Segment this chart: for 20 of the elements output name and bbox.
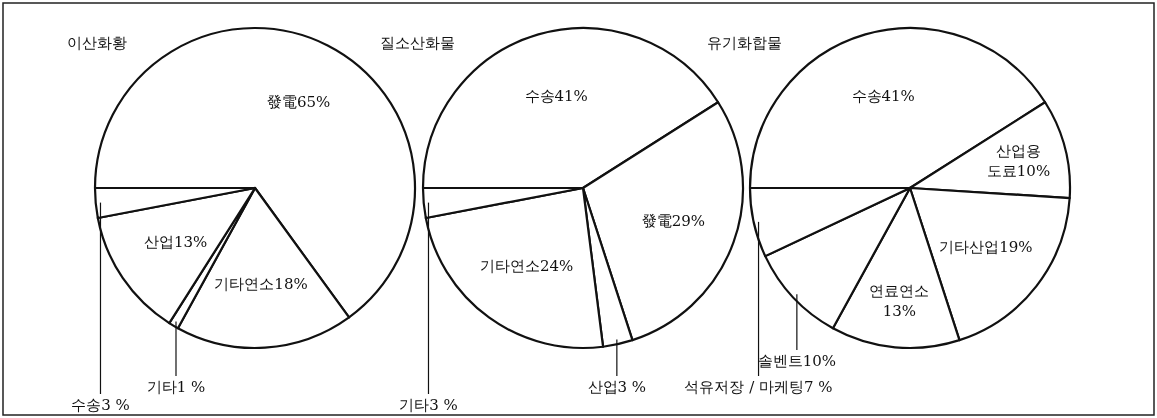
slice-label: 發電29%: [641, 211, 705, 230]
slice-label: 기타연소24%: [479, 256, 574, 275]
slice-label: 기타산업19%: [939, 237, 1033, 256]
slice-label: 연료연소: [869, 281, 930, 300]
slice-label: 기타3 %: [399, 396, 458, 414]
text: 이산화황: [67, 34, 127, 52]
slice-label: 수송41%: [851, 86, 915, 105]
slice-label: 산업3 %: [587, 378, 647, 396]
slice-label: 솔벤트10%: [757, 352, 837, 370]
slice-label: 發電65%: [266, 93, 331, 112]
text: 유기화합물: [707, 34, 782, 52]
data-label: 13%: [882, 301, 917, 320]
slice-label: 석유저장 / 마케팅7 %: [684, 378, 833, 396]
slice-label: 산업용 도료10%: [986, 142, 1051, 181]
slice-label: 기타1 %: [146, 378, 206, 396]
slice-label: 수송41%: [524, 86, 588, 105]
text: 질소산화물: [380, 34, 455, 52]
slice-label: 산업13%: [143, 232, 208, 251]
slice-label: 수송3 %: [71, 396, 130, 414]
slice-label: 기타연소18%: [214, 274, 308, 293]
